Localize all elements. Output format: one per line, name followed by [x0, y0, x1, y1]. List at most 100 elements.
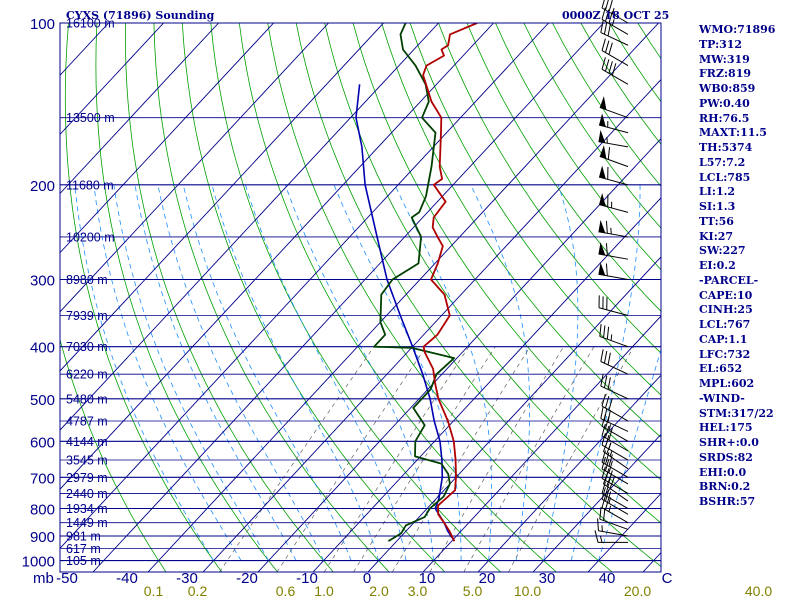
- isotherm: [0, 23, 54, 572]
- dry-adiabat: [210, 23, 501, 572]
- wind-barb-flag: [599, 145, 607, 159]
- wind-barb-full: [601, 487, 606, 500]
- mixing-ratio-label: 20.0: [624, 583, 651, 599]
- pressure-label: 300: [30, 273, 55, 290]
- sounding-index: -PARCEL-: [699, 273, 759, 287]
- wind-barb-flag: [599, 113, 606, 127]
- height-label: 13500 m: [66, 111, 115, 125]
- wind-barb-full: [607, 409, 611, 423]
- sounding-profiles: [355, 23, 478, 542]
- wind-barb-staff: [598, 253, 629, 260]
- pressure-label: 500: [30, 392, 55, 409]
- wind-barb-staff: [601, 405, 629, 422]
- sounding-index: WB0:859: [699, 82, 756, 95]
- wind-barb-half: [600, 536, 603, 543]
- sounding-index: BRN:0.2: [699, 480, 751, 494]
- height-label: 617 m: [66, 542, 101, 556]
- temperature-tick-label: -10: [296, 570, 318, 587]
- dry-adiabat: [295, 23, 661, 567]
- wind-barb-staff: [601, 68, 629, 85]
- height-label: 105 m: [66, 554, 101, 568]
- isotherm: [60, 23, 439, 431]
- wind-barb-staff: [598, 231, 629, 238]
- sounding-index: TP:312: [699, 37, 743, 51]
- dry-adiabat: [95, 23, 278, 572]
- temperature-tick-label: C: [662, 570, 673, 587]
- wind-barb-full: [603, 375, 608, 388]
- wind-barb-full: [601, 38, 606, 51]
- wind-barb-full: [601, 0, 605, 9]
- wind-barb-full: [600, 20, 604, 33]
- wind-barb-staff: [603, 483, 629, 502]
- pressure-label: 600: [30, 434, 55, 451]
- wind-barb-half: [608, 442, 612, 450]
- wind-barb-staff: [601, 18, 629, 35]
- wind-barb: [599, 145, 629, 168]
- wind-barb: [601, 432, 629, 461]
- height-label: 4144 m: [66, 435, 108, 449]
- wind-barb: [598, 165, 629, 186]
- mixing-ratio-label: 2.0: [369, 583, 389, 599]
- wind-barb-flag: [599, 165, 606, 179]
- wind-barb-half: [608, 491, 612, 498]
- height-label: 6220 m: [66, 368, 108, 382]
- wind-barb-full: [601, 423, 606, 437]
- sounding-index: EI:0.2: [699, 259, 736, 272]
- wind-barb-full: [605, 243, 608, 256]
- wind-barb-full: [608, 0, 613, 13]
- wind-barb-staff: [601, 7, 629, 24]
- wind-barb-flag: [598, 242, 606, 256]
- sounding-index: BSHR:57: [699, 495, 756, 508]
- wind-barb-full: [594, 530, 599, 543]
- sounding-index: L57:7.2: [699, 155, 746, 169]
- mixing-ratio-label: 5.0: [463, 583, 483, 599]
- sounding-index: RH:76.5: [699, 111, 750, 125]
- wind-barb: [601, 481, 629, 509]
- pressure-label: 400: [30, 340, 55, 357]
- wind-barb-full: [607, 23, 611, 37]
- isotherm: [60, 23, 274, 254]
- temperature-tick-label: -50: [56, 570, 78, 587]
- isotherm: [60, 23, 494, 490]
- dry-adiabat: [780, 23, 800, 572]
- mixing-ratio-label: 10.0: [514, 583, 541, 599]
- temperature-tick-label: 40: [599, 570, 616, 587]
- wind-barb-staff: [600, 32, 629, 46]
- temperature-tick-label: 0: [363, 570, 371, 587]
- wind-barb: [598, 262, 629, 280]
- pressure-label: 200: [30, 178, 55, 195]
- wind-barb-full: [608, 397, 613, 411]
- sounding-index: MPL:602: [699, 377, 755, 390]
- mixing-ratio-label: 3.0: [408, 583, 428, 599]
- plot-frame: [59, 22, 662, 573]
- wind-barb-full: [600, 406, 604, 419]
- moist-adiabat: [570, 184, 641, 561]
- wind-barb-staff: [601, 461, 629, 478]
- temperature-tick-label: -20: [236, 570, 258, 587]
- wind-barb-staff: [600, 361, 629, 375]
- wind-barb-full: [601, 57, 606, 70]
- moist-adiabat: [470, 184, 530, 561]
- wind-barb-full: [605, 489, 610, 502]
- wind-barb-staff: [601, 444, 629, 461]
- wind-barb-full: [607, 352, 611, 365]
- wind-barb: [601, 487, 629, 515]
- wind-barb-full: [605, 468, 610, 481]
- wind-barb-full: [601, 393, 606, 407]
- height-label: 11680 m: [66, 178, 114, 192]
- moist-adiabat: [157, 184, 324, 561]
- pressure-unit-label: mb: [33, 570, 54, 587]
- mixing-ratio-label: 0.1: [144, 583, 164, 599]
- height-label: 5480 m: [66, 392, 108, 406]
- moist-adiabat: [113, 184, 269, 561]
- isotherm: [532, 433, 661, 572]
- wind-barb: [598, 129, 629, 148]
- isotherm: [92, 23, 604, 572]
- wind-barb-flag: [598, 262, 606, 276]
- pressure-label: 700: [30, 470, 55, 487]
- wind-barb-staff: [598, 530, 629, 537]
- wind-barb-staff: [601, 498, 629, 515]
- wind-barb-staff: [601, 493, 629, 509]
- temperature-tick-label: 10: [419, 570, 436, 587]
- chart-grid: [0, 23, 800, 572]
